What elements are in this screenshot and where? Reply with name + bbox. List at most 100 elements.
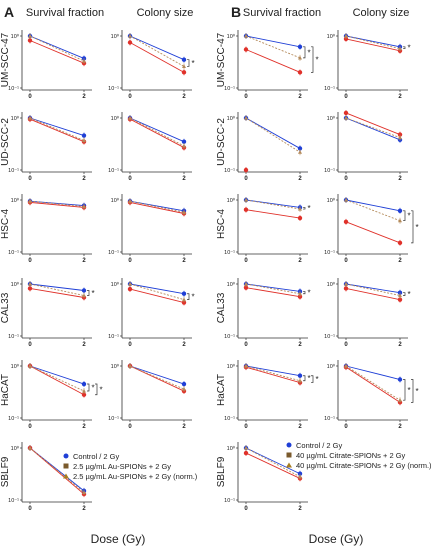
cell-line-label: HaCAT: [0, 374, 11, 406]
data-point-normalized: [244, 363, 248, 368]
panel-a-title-survival: Survival fraction: [26, 7, 104, 19]
cell-line-label: UM-SCC-47: [216, 32, 227, 87]
data-point-treated: [243, 167, 249, 173]
x-tick-label: 0: [28, 342, 32, 348]
series-line-normalized: [345, 199, 401, 222]
series-line-treated: [245, 452, 301, 479]
data-point-normalized: [28, 33, 32, 38]
chart-a-hacat-survival-fraction: 10⁰ 10⁻¹ 0 2 HaCAT * *: [0, 360, 103, 430]
significance-bracket: [187, 59, 190, 67]
data-point-treated: [81, 392, 87, 397]
y-tick-label: 10⁰: [11, 281, 20, 288]
x-tick-label: 0: [28, 176, 32, 182]
series-line-control: [345, 117, 401, 141]
data-point-normalized: [28, 363, 32, 368]
data-point-normalized: [182, 386, 186, 391]
series-line-treated: [245, 49, 301, 73]
y-tick-label: 10⁻¹: [108, 250, 119, 256]
y-tick-label: 10⁰: [11, 197, 20, 204]
data-point-treated: [343, 286, 349, 291]
data-point-normalized: [82, 490, 86, 495]
data-point-normalized: [128, 33, 132, 38]
series-line-treated: [29, 40, 85, 64]
chart-b-cal33-survival-fraction: 10⁰ 10⁻¹ 0 2 CAL33 *: [216, 278, 311, 348]
series-line-control: [245, 283, 301, 292]
cell-line-label: UM-SCC-47: [0, 32, 11, 87]
x-tick-label: 0: [244, 258, 248, 264]
series-line-control: [345, 365, 401, 380]
series-line-treated: [29, 365, 85, 396]
data-point-normalized: [128, 198, 132, 203]
data-point-control: [181, 381, 187, 387]
data-point-control: [297, 146, 303, 151]
data-point-normalized: [298, 55, 302, 60]
significance-bracket: [311, 46, 314, 73]
data-point-normalized: [128, 115, 132, 120]
series-line-control: [245, 117, 301, 149]
series-line-control: [29, 117, 85, 136]
legend-b-label-control: Control / 2 Gy: [296, 441, 343, 450]
x-tick-label: 2: [298, 176, 302, 182]
panel-a-title-colony: Colony size: [137, 7, 194, 19]
chart-b-ud-scc-2-survival-fraction: 10⁰ 10⁻¹ 0 2 UD-SCC-2: [216, 112, 308, 182]
x-tick-label: 0: [28, 506, 32, 512]
series-line-normalized: [129, 35, 185, 67]
chart-b-hacat-survival-fraction: 10⁰ 10⁻¹ 0 2 HaCAT * *: [216, 360, 319, 430]
significance-star: *: [100, 385, 103, 394]
y-tick-label: 10⁻¹: [8, 498, 19, 504]
data-point-normalized: [398, 218, 402, 223]
series-line-control: [245, 365, 301, 377]
series-line-treated: [345, 221, 401, 244]
y-tick-label: 10⁰: [327, 33, 336, 40]
data-point-normalized: [182, 297, 186, 302]
significance-bracket: [303, 291, 306, 295]
significance-star: *: [408, 386, 411, 395]
x-axis-title-a: Dose (Gy): [91, 532, 146, 546]
chart-a-hsc-4-colony-size: 10⁰ 10⁻¹ 0 2: [108, 194, 192, 264]
data-point-control: [81, 288, 87, 293]
chart-a-cal33-survival-fraction: 10⁰ 10⁻¹ 0 2 CAL33 *: [0, 278, 95, 348]
x-tick-label: 2: [398, 176, 402, 182]
y-tick-label: 10⁻¹: [108, 416, 119, 422]
data-point-treated: [27, 286, 33, 291]
series-line-control: [29, 35, 85, 59]
data-point-control: [297, 373, 303, 378]
data-point-treated: [343, 110, 349, 116]
data-point-treated: [343, 219, 349, 225]
cell-line-label: UD-SCC-2: [0, 118, 11, 166]
x-tick-label: 0: [344, 342, 348, 348]
significance-star: *: [308, 48, 311, 57]
x-tick-label: 2: [182, 258, 186, 264]
y-tick-label: 10⁻¹: [324, 250, 335, 256]
data-point-treated: [127, 40, 133, 45]
series-line-normalized: [129, 283, 185, 301]
data-point-normalized: [82, 138, 86, 143]
significance-bracket: [403, 210, 406, 222]
series-line-normalized: [345, 117, 401, 139]
significance-bracket: [303, 207, 306, 210]
cell-line-label: HaCAT: [216, 374, 227, 406]
x-tick-label: 0: [128, 424, 132, 430]
data-point-normalized: [298, 378, 302, 383]
legend-a-marker-control: [63, 453, 69, 459]
y-tick-label: 10⁰: [11, 115, 20, 122]
x-tick-label: 2: [82, 94, 86, 100]
cell-line-label: UD-SCC-2: [216, 118, 227, 166]
data-point-normalized: [82, 293, 86, 298]
x-tick-label: 2: [182, 176, 186, 182]
x-tick-label: 0: [128, 176, 132, 182]
data-point-normalized: [244, 281, 248, 286]
series-line-normalized: [29, 283, 85, 296]
x-axis-title-b: Dose (Gy): [309, 532, 364, 546]
cell-line-label: HSC-4: [0, 209, 11, 239]
data-point-normalized: [82, 388, 86, 393]
x-tick-label: 2: [82, 342, 86, 348]
series-line-treated: [129, 118, 185, 148]
series-line-control: [29, 200, 85, 207]
y-tick-label: 10⁻¹: [224, 498, 235, 504]
data-point-normalized: [344, 115, 348, 120]
chart-b-hacat-colony-size: 10⁰ 10⁻¹ 0 2 * *: [324, 360, 419, 430]
y-tick-label: 10⁰: [227, 445, 236, 452]
series-line-treated: [345, 288, 401, 301]
x-tick-label: 2: [82, 506, 86, 512]
